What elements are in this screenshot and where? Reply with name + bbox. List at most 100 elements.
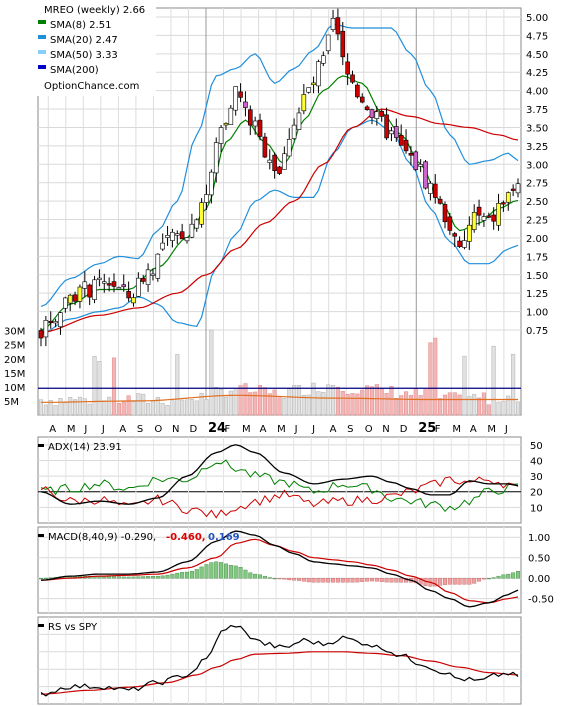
macd-histogram-bar [481,577,486,580]
volume-bar [53,405,58,416]
volume-bar [131,401,136,416]
volume-bar [107,396,112,416]
volume-bar [394,398,399,416]
macd-histogram-bar [136,576,141,579]
candle-body [106,283,112,286]
x-tick-label: M [487,424,496,435]
volume-bar [404,391,409,416]
candle-body [111,281,117,287]
macd-histogram-bar [248,572,253,579]
macd-signal-value: -0.460, [166,532,206,543]
x-tick-label: S [347,424,353,435]
x-tick-label: J [504,424,508,435]
rs-panel [37,616,522,705]
legend-swatch-sma8 [38,20,46,24]
candle-body [209,171,214,196]
volume-bar [136,393,141,416]
volume-bar [321,392,326,416]
macd-y-tick: 1.00 [528,533,550,544]
x-tick-label: M [242,424,251,435]
volume-bar [282,398,287,416]
price-y-tick: 2.75 [526,179,548,190]
candle-body [432,183,438,198]
macd-histogram-bar [209,562,214,579]
x-tick-label: 24 [208,421,226,436]
macd-histogram-bar [472,577,477,584]
price-y-tick: 1.00 [526,308,548,319]
x-tick-label: A [119,424,126,435]
volume-bar [150,400,155,416]
candle-body [476,206,482,216]
macd-histogram-bar [365,577,370,582]
price-y-tick: 1.25 [526,289,548,300]
candle-body [496,203,501,226]
volume-bar [515,401,521,416]
candle-body [238,91,243,98]
volume-bar [233,389,238,416]
x-tick-label: M [452,424,461,435]
candle-body [228,107,234,125]
volume-bar [374,384,379,416]
macd-histogram-bar [457,577,462,585]
macd-histogram-bar [292,577,297,581]
macd-histogram-bar [296,577,301,581]
macd-histogram-bar [506,573,511,579]
candle-body [131,297,136,304]
macd-histogram-bar [433,577,438,587]
volume-bar [277,397,282,416]
macd-histogram-bar [389,577,394,583]
volume-bar [316,391,321,416]
bollinger-upper-line [40,23,519,307]
volume-bar [126,395,131,416]
candle-body [223,123,229,126]
x-tick-label: A [49,424,56,435]
volume-y-tick: 25M [4,341,25,352]
candle-body [126,291,131,299]
candle-body [82,281,88,289]
x-tick-label: J [294,424,298,435]
volume-bar [175,354,180,416]
macd-histogram-bar [467,577,472,585]
volume-bar [511,353,516,416]
price-y-tick: 0.75 [526,326,548,337]
candle-body [87,284,92,298]
volume-bar [243,383,248,416]
candle-body [325,34,331,52]
volume-bar [219,388,224,416]
candle-body [97,277,102,280]
candle-body [77,286,83,302]
price-y-tick: 2.50 [526,197,548,208]
candle-body [155,253,161,279]
candle-body [252,120,258,127]
x-tick-label: J [101,424,105,435]
macd-histogram-bar [511,572,516,579]
macd-histogram-bar [379,577,384,582]
candle-body [374,111,380,119]
volume-bar [238,385,243,416]
macd-histogram-bar [141,576,146,579]
candle-body [311,82,316,86]
x-tick-label: O [365,424,373,435]
x-tick-label: N [382,424,389,435]
candle-body [184,237,190,242]
rs-legend: RS vs SPY [38,622,98,633]
price-y-tick: 3.75 [526,105,548,116]
x-tick-label: S [137,424,143,435]
macd-line [40,530,519,608]
candle-body [43,320,49,338]
legend-sma50: SMA(50) 3.33 [50,50,118,61]
candle-body [306,87,312,93]
macd-histogram-bar [267,577,272,579]
macd-histogram-bar [39,577,44,580]
candle-body [355,84,360,98]
price-y-tick: 3.50 [526,123,548,134]
macd-histogram-bar [199,566,204,579]
candle-body [403,139,409,152]
x-tick-label: O [154,424,162,435]
candle-body [189,223,195,238]
macd-histogram-bar [384,577,389,583]
candle-body [257,119,263,137]
volume-bar [457,394,462,416]
volume-bar [257,385,263,416]
candle-body [330,18,336,30]
